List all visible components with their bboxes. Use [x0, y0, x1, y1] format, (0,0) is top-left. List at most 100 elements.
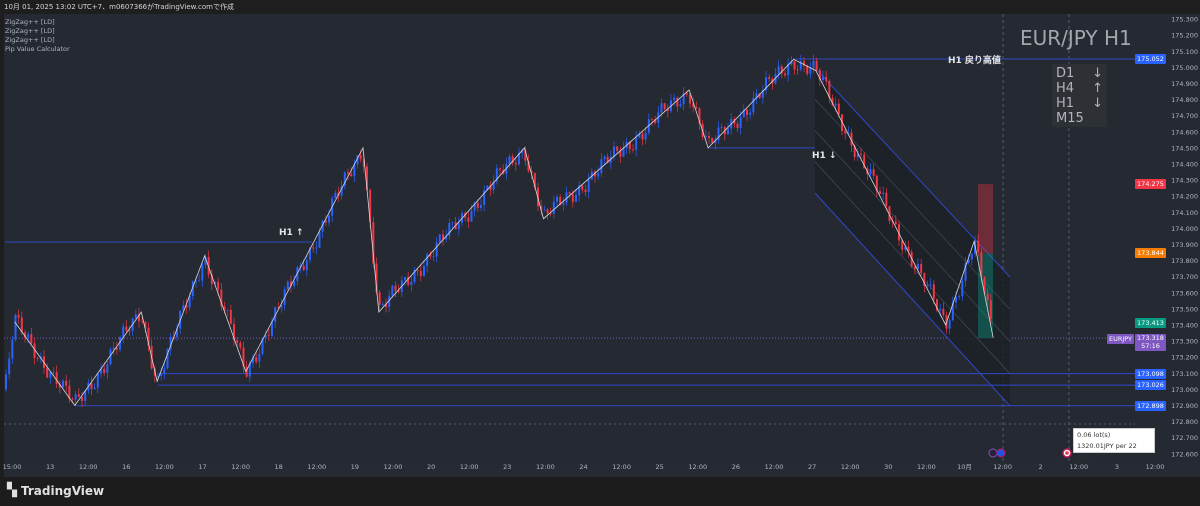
candle-body: [758, 93, 761, 98]
candle-body: [727, 128, 729, 135]
x-tick-label: 23: [503, 463, 511, 471]
y-tick-label: 172.600: [1171, 450, 1198, 458]
candle-body: [970, 253, 973, 260]
candle-body: [96, 373, 99, 388]
candle-body: [93, 387, 96, 389]
candle-body: [872, 169, 875, 176]
x-tick-label: 13: [46, 463, 54, 471]
tf-label: D1: [1056, 66, 1075, 81]
candle-body: [328, 215, 330, 223]
candle-body: [644, 132, 647, 140]
candle-body: [438, 234, 441, 243]
candle-body: [898, 224, 900, 241]
candle-body: [457, 222, 460, 230]
candle-body: [445, 235, 448, 240]
indicator-zigzag-3[interactable]: ZigZag++ [LD]: [5, 36, 55, 44]
candle-body: [812, 60, 815, 68]
candle-body: [201, 264, 204, 281]
candle-body: [638, 133, 641, 138]
x-tick-label: 30: [884, 463, 892, 471]
candle-body: [521, 149, 524, 154]
candle-body: [163, 368, 166, 374]
candle-body: [141, 321, 144, 322]
candle-body: [84, 390, 87, 401]
candle-body: [549, 213, 552, 214]
x-tick-label: 12:00: [688, 463, 707, 471]
candle-body: [239, 342, 242, 348]
candle-body: [381, 304, 384, 306]
y-tick-label: 173.600: [1171, 289, 1198, 297]
x-tick-label: 18: [275, 463, 283, 471]
y-tick-label: 173.000: [1171, 386, 1198, 394]
candle-body: [233, 323, 235, 341]
candle-body: [362, 159, 365, 167]
candle-body: [486, 185, 489, 191]
candle-body: [977, 240, 980, 253]
candle-body: [52, 371, 55, 373]
candle-body: [106, 364, 109, 373]
candle-body: [397, 290, 400, 292]
candle-body: [844, 130, 847, 134]
candle-body: [641, 133, 644, 140]
candle-body: [261, 338, 264, 354]
candle-body: [65, 380, 68, 386]
candle-body: [825, 76, 828, 82]
candle-body: [711, 137, 714, 144]
candle-body: [17, 314, 20, 318]
candle-body: [942, 308, 945, 316]
x-tick-label: 12:00: [536, 463, 555, 471]
x-tick-label: 27: [808, 463, 816, 471]
candle-body: [220, 289, 223, 307]
y-tick-label: 174.400: [1171, 160, 1198, 168]
candle-body: [679, 104, 682, 107]
candle-body: [739, 117, 742, 128]
candle-body: [103, 368, 106, 373]
candle-body: [378, 292, 381, 305]
current-price-label: 173.318 57:16: [1135, 334, 1166, 351]
x-tick-label: 24: [579, 463, 587, 471]
candle-body: [967, 259, 970, 264]
candle-body: [863, 154, 866, 169]
candle-body: [692, 103, 695, 107]
candle-body: [258, 353, 261, 362]
candle-body: [654, 119, 657, 123]
candle-body: [803, 61, 805, 66]
candle-body: [964, 263, 967, 281]
candle-body: [752, 97, 755, 113]
candle-body: [407, 277, 410, 285]
candle-body: [955, 297, 957, 303]
candle-body: [888, 206, 891, 222]
candle-body: [879, 191, 881, 194]
candle-body: [546, 209, 549, 214]
indicator-zigzag-2[interactable]: ZigZag++ [LD]: [5, 27, 55, 35]
channel-lower: [814, 192, 1011, 407]
candle-body: [356, 155, 359, 165]
candle-body: [480, 205, 482, 208]
candle-body: [473, 202, 476, 211]
candle-body: [562, 203, 565, 205]
y-tick-label: 173.900: [1171, 241, 1198, 249]
candle-body: [660, 103, 663, 113]
x-tick-label: 16: [122, 463, 130, 471]
candle-body: [109, 349, 112, 365]
candle-body: [14, 314, 17, 340]
indicator-pip-calculator[interactable]: Pip Value Calculator: [5, 45, 70, 53]
indicator-zigzag-1[interactable]: ZigZag++ [LD]: [5, 18, 55, 26]
trend-row-d1: D1 ↓: [1056, 66, 1103, 81]
candle-body: [305, 260, 308, 271]
chart-header: 10月 01, 2025 13:02 UTC+7、m0607366がTradin…: [0, 0, 1200, 14]
price-axis-label: 173.413: [1135, 317, 1166, 328]
candle-body: [62, 380, 64, 388]
candle-body: [761, 90, 764, 98]
candle-body: [568, 192, 571, 195]
candle-body: [470, 210, 473, 222]
price-chart[interactable]: 175.300 175.200 175.100 175.000 174.900 174.8…: [0, 14, 1200, 477]
event-icon-dot: [1065, 451, 1069, 455]
candle-body: [717, 127, 720, 141]
tradingview-logo[interactable]: ▚ TradingView: [7, 483, 104, 498]
lot-size: 0.06 lot(s): [1077, 431, 1111, 439]
x-tick-label: 12:00: [231, 463, 250, 471]
candle-body: [423, 265, 425, 276]
event-icon: [996, 448, 1006, 458]
candle-body: [36, 358, 39, 359]
